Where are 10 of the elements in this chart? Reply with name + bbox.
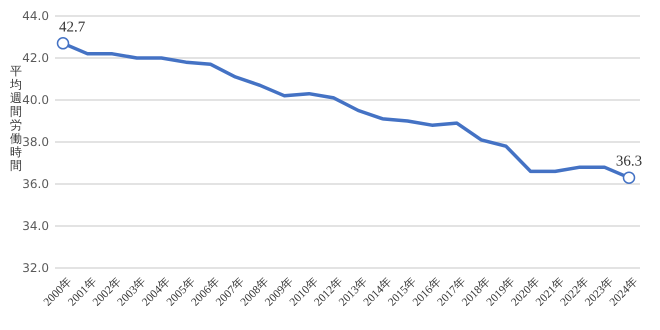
y-tick-label: 34.0 <box>22 219 49 234</box>
data-label: 36.3 <box>616 154 642 170</box>
y-tick-label: 38.0 <box>22 135 49 150</box>
y-tick-label: 36.0 <box>22 177 49 192</box>
data-label: 42.7 <box>59 19 86 36</box>
y-tick-label: 42.0 <box>22 51 49 66</box>
y-tick-label: 40.0 <box>22 93 49 108</box>
y-tick-label: 44.0 <box>22 9 49 24</box>
y-tick-label: 32.0 <box>22 261 49 276</box>
y-axis-title: 平均週間労働時間 <box>9 64 22 172</box>
